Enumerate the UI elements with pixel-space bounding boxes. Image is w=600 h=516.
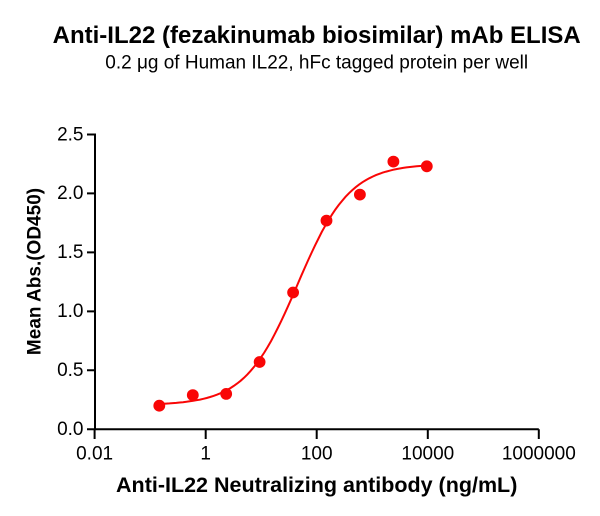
svg-text:Mean Abs.(OD450): Mean Abs.(OD450) — [25, 188, 46, 355]
svg-text:0.5: 0.5 — [57, 360, 83, 381]
svg-text:Anti-IL22 Neutralizing antibod: Anti-IL22 Neutralizing antibody (ng/mL) — [116, 473, 517, 497]
svg-text:Anti-IL22 (fezakinumab biosimi: Anti-IL22 (fezakinumab biosimilar) mAb E… — [53, 22, 581, 49]
svg-text:10000: 10000 — [401, 444, 454, 465]
svg-text:1000000: 1000000 — [502, 444, 576, 465]
svg-text:1.5: 1.5 — [57, 242, 83, 263]
svg-text:1: 1 — [200, 444, 211, 465]
svg-text:0.2 μg of Human IL22, hFc tagg: 0.2 μg of Human IL22, hFc tagged protein… — [105, 53, 528, 74]
svg-text:2.0: 2.0 — [57, 183, 83, 204]
svg-text:0.01: 0.01 — [76, 444, 113, 465]
svg-text:1.0: 1.0 — [57, 301, 83, 322]
svg-text:0.0: 0.0 — [57, 419, 83, 440]
svg-text:2.5: 2.5 — [57, 124, 83, 145]
svg-text:100: 100 — [301, 444, 333, 465]
